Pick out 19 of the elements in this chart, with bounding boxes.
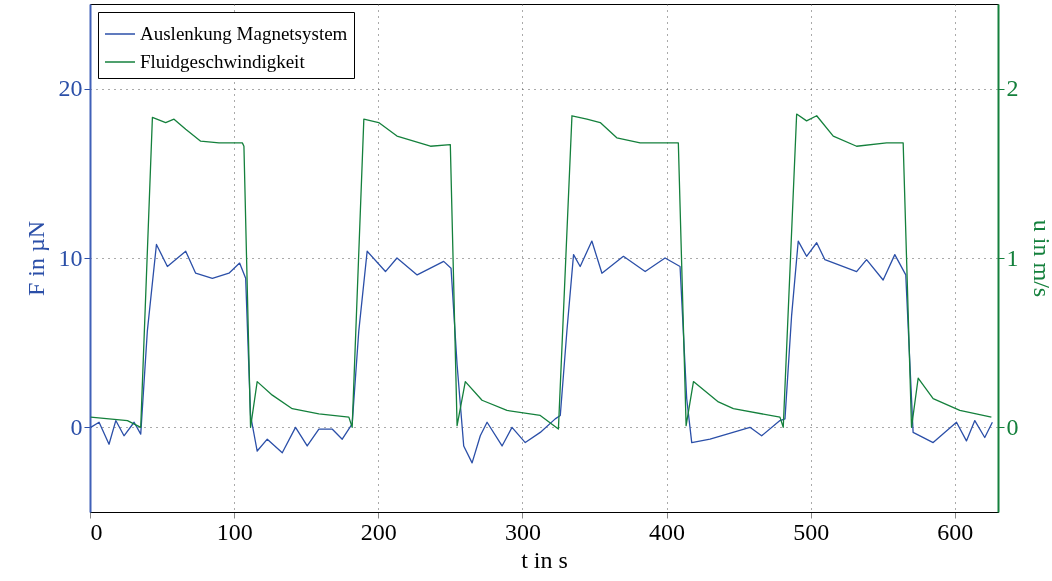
y2-axis-title: u in m/s (1028, 219, 1052, 298)
x-tick-label: 300 (504, 518, 541, 545)
x-tick-label: 600 (937, 518, 974, 545)
y-tick-label: 0 (70, 413, 83, 440)
line-series (90, 113, 993, 430)
x-tick-label: 500 (793, 518, 830, 545)
legend-label: Auslenkung Magnetsystem (140, 23, 348, 44)
y2-tick-label: 2 (1006, 75, 1019, 102)
y2-tick-label: 0 (1006, 413, 1019, 440)
y-axis-title: F in µN (22, 220, 49, 297)
y2-tick-label: 1 (1006, 244, 1019, 271)
x-axis-title: t in s (521, 546, 568, 573)
y-tick-label: 10 (58, 244, 83, 271)
x-tick-label: 100 (216, 518, 253, 545)
legend-label: Fluidgeschwindigkeit (140, 51, 306, 72)
x-tick-label: 200 (360, 518, 397, 545)
x-tick-label: 0 (90, 518, 103, 545)
x-tick-label: 400 (649, 518, 686, 545)
y-tick-label: 20 (58, 75, 83, 102)
